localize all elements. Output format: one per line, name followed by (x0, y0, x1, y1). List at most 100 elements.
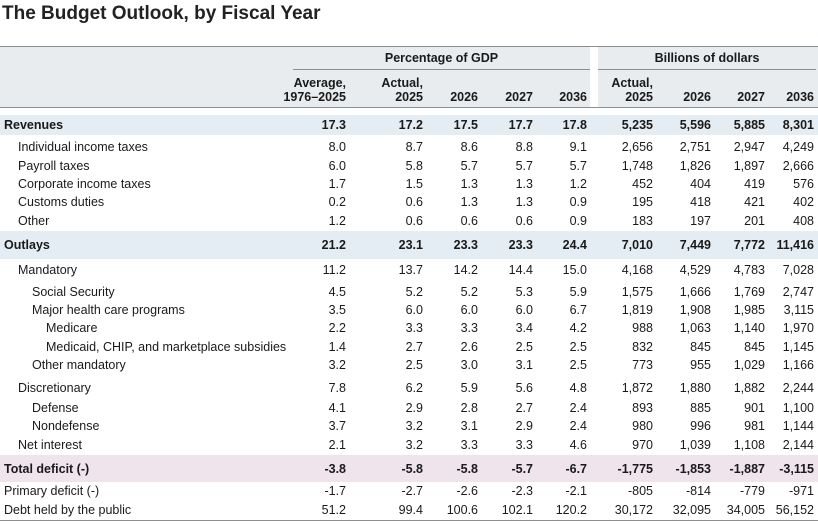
cell-value: 102.1 (501, 503, 533, 517)
cell-value: 30,172 (614, 503, 653, 517)
cell-value: 32,095 (672, 503, 711, 517)
cell-value: 3,115 (783, 303, 814, 317)
title: The Budget Outlook, by Fiscal Year (2, 3, 321, 24)
cell-value: 4,249 (782, 140, 814, 154)
cell-value: 2.4 (569, 401, 587, 415)
row-label: Primary deficit (-) (4, 484, 100, 498)
cell-value: 2,947 (733, 140, 765, 154)
row-label: Major health care programs (32, 303, 185, 317)
cell-value: 3.2 (328, 358, 346, 372)
row-label: Medicare (46, 321, 98, 335)
cell-value: 7,449 (679, 238, 711, 252)
cell-value: 988 (632, 321, 653, 335)
cell-value: 2.6 (460, 340, 478, 354)
cell-value: 1.2 (569, 177, 587, 191)
cell-value: 1,145 (782, 340, 814, 354)
cell-value: -2.6 (456, 484, 478, 498)
cell-value: 2.5 (569, 340, 587, 354)
cell-value: 7,028 (782, 263, 814, 277)
cell-value: 6.0 (460, 303, 478, 317)
cell-value: 404 (690, 177, 711, 191)
cell-value: 5.7 (460, 159, 478, 173)
cell-value: 421 (744, 195, 765, 209)
cell-value: 17.3 (321, 118, 346, 132)
cell-value: 1,985 (733, 303, 765, 317)
column-header: 2036 (786, 90, 814, 104)
cell-value: -779 (739, 484, 765, 498)
cell-value: 195 (632, 195, 653, 209)
cell-value: 0.9 (569, 195, 587, 209)
cell-value: 0.9 (569, 214, 587, 228)
cell-value: 8,301 (782, 118, 814, 132)
cell-value: 197 (690, 214, 711, 228)
cell-value: 0.6 (405, 195, 423, 209)
cell-value: 6.7 (569, 303, 587, 317)
row-band (0, 231, 818, 259)
cell-value: 955 (690, 358, 711, 372)
row-label: Debt held by the public (4, 503, 132, 517)
row-label: Other mandatory (32, 358, 126, 372)
cell-value: 4.1 (328, 401, 346, 415)
cell-value: 1,063 (679, 321, 711, 335)
cell-value: 1,666 (679, 285, 711, 299)
cell-value: 4.8 (569, 381, 587, 395)
cell-value: 5.2 (405, 285, 423, 299)
cell-value: 2.9 (515, 419, 533, 433)
row-label: Other (18, 214, 50, 228)
cell-value: 5.7 (515, 159, 533, 173)
column-header: 2025 (395, 90, 423, 104)
cell-value: 3.3 (405, 321, 423, 335)
column-header: Average, (293, 76, 346, 90)
row-label: Net interest (18, 438, 82, 452)
cell-value: 13.7 (398, 263, 423, 277)
cell-value: -3,115 (779, 462, 814, 476)
cell-value: 2.5 (515, 340, 533, 354)
cell-value: 8.0 (328, 140, 346, 154)
cell-value: 4,783 (733, 263, 765, 277)
group-gap (590, 47, 598, 107)
cell-value: 970 (632, 438, 653, 452)
cell-value: 0.6 (460, 214, 478, 228)
column-header: 2026 (450, 90, 478, 104)
cell-value: -814 (685, 484, 711, 498)
cell-value: 5,885 (733, 118, 765, 132)
cell-value: 14.2 (453, 263, 478, 277)
cell-value: 56,152 (775, 503, 814, 517)
cell-value: 3.3 (460, 321, 478, 335)
cell-value: 23.3 (508, 238, 533, 252)
cell-value: -2.3 (511, 484, 533, 498)
row-label: Outlays (4, 238, 50, 252)
cell-value: 4.2 (569, 321, 587, 335)
cell-value: 5.9 (569, 285, 587, 299)
cell-value: 17.5 (453, 118, 478, 132)
row-label: Discretionary (18, 381, 91, 395)
cell-value: 1,826 (679, 159, 711, 173)
cell-value: 1,100 (782, 401, 814, 415)
cell-value: 1,819 (621, 303, 653, 317)
cell-value: 885 (690, 401, 711, 415)
cell-value: 2.5 (569, 358, 587, 372)
cell-value: 3.5 (328, 303, 346, 317)
cell-value: 7,010 (621, 238, 653, 252)
cell-value: 3.2 (405, 438, 423, 452)
cell-value: 1,897 (733, 159, 765, 173)
row-label: Individual income taxes (18, 140, 148, 154)
cell-value: 14.4 (508, 263, 533, 277)
cell-value: 8.8 (515, 140, 533, 154)
column-group: Billions of dollars (654, 51, 760, 65)
cell-value: 408 (793, 214, 814, 228)
cell-value: 4.6 (569, 438, 587, 452)
cell-value: 1,880 (679, 381, 711, 395)
cell-value: 2,747 (782, 285, 814, 299)
cell-value: 2.5 (405, 358, 423, 372)
row-band (0, 115, 818, 135)
cell-value: 183 (632, 214, 653, 228)
cell-value: 24.4 (562, 238, 587, 252)
cell-value: 21.2 (321, 238, 346, 252)
cell-value: 1,908 (679, 303, 711, 317)
cell-value: 51.2 (321, 503, 346, 517)
cell-value: 2.8 (460, 401, 478, 415)
cell-value: 23.3 (453, 238, 478, 252)
cell-value: 5.8 (405, 159, 423, 173)
